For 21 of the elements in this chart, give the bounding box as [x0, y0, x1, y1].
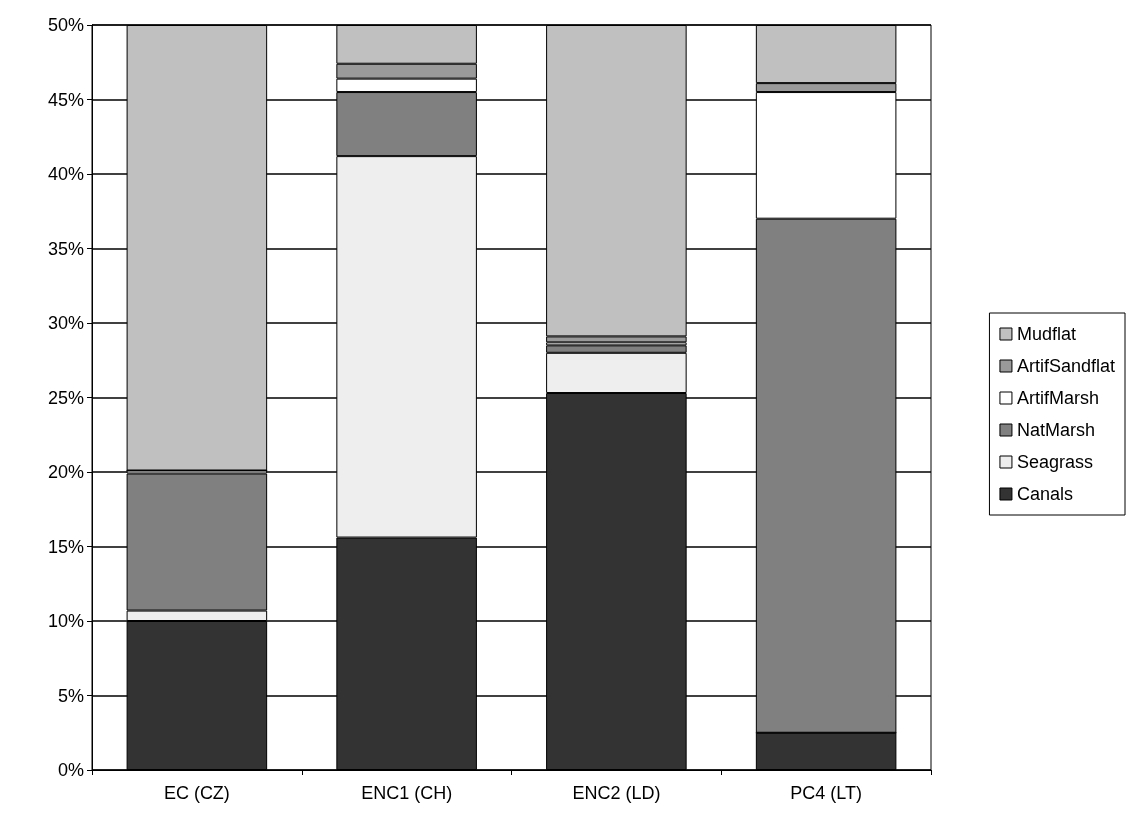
y-tick-label: 10% [47, 611, 84, 631]
y-tick-label: 20% [47, 462, 84, 482]
y-tick-label: 35% [47, 238, 84, 259]
y-tick-label: 30% [47, 313, 84, 333]
y-tick-label: 0% [57, 760, 84, 780]
legend-label: Seagrass [1016, 452, 1093, 472]
y-tick-label: 45% [47, 89, 84, 110]
y-tick-label: 50% [47, 15, 84, 35]
x-tick-label: ENC1 (CH) [361, 783, 453, 803]
y-tick-label: 15% [47, 536, 84, 557]
y-tick-label: 5% [57, 685, 84, 706]
legend-label: Mudflat [1016, 324, 1076, 344]
x-tick-label: ENC2 (LD) [572, 783, 661, 803]
y-tick-label: 40% [47, 164, 84, 184]
legend-label: ArtifMarsh [1016, 388, 1099, 408]
x-tick-label: PC4 (LT) [790, 783, 862, 803]
legend-label: ArtifSandflat [1016, 356, 1116, 376]
legend-label: Canals [1016, 484, 1073, 504]
x-tick-label: EC (CZ) [163, 783, 230, 803]
y-tick-label: 25% [47, 387, 84, 408]
legend-label: NatMarsh [1016, 420, 1095, 440]
